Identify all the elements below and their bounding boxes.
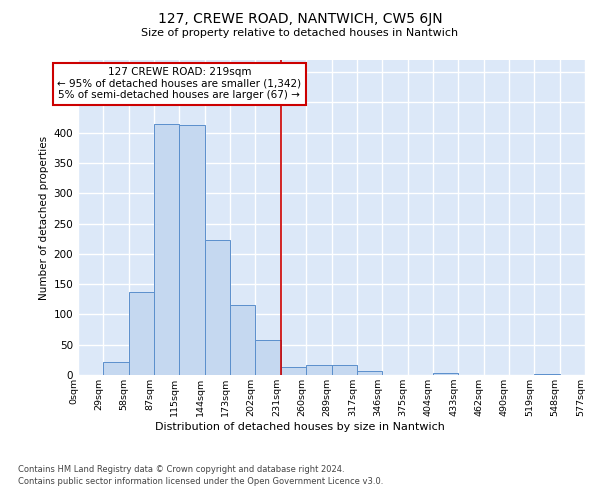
Bar: [534, 374, 560, 375]
Bar: [179, 126, 205, 375]
Bar: [306, 366, 331, 375]
Bar: [331, 366, 357, 375]
Text: Contains HM Land Registry data © Crown copyright and database right 2024.: Contains HM Land Registry data © Crown c…: [18, 465, 344, 474]
Bar: [154, 124, 179, 375]
Text: Size of property relative to detached houses in Nantwich: Size of property relative to detached ho…: [142, 28, 458, 38]
Bar: [103, 362, 128, 375]
Text: 127 CREWE ROAD: 219sqm
← 95% of detached houses are smaller (1,342)
5% of semi-d: 127 CREWE ROAD: 219sqm ← 95% of detached…: [58, 68, 301, 100]
Bar: [230, 306, 256, 375]
Bar: [256, 340, 281, 375]
Bar: [128, 292, 154, 375]
Bar: [433, 372, 458, 375]
Bar: [205, 240, 230, 375]
Bar: [357, 371, 382, 375]
Bar: [281, 366, 306, 375]
Text: Contains public sector information licensed under the Open Government Licence v3: Contains public sector information licen…: [18, 478, 383, 486]
Text: 127, CREWE ROAD, NANTWICH, CW5 6JN: 127, CREWE ROAD, NANTWICH, CW5 6JN: [158, 12, 442, 26]
Text: Distribution of detached houses by size in Nantwich: Distribution of detached houses by size …: [155, 422, 445, 432]
Y-axis label: Number of detached properties: Number of detached properties: [39, 136, 49, 300]
